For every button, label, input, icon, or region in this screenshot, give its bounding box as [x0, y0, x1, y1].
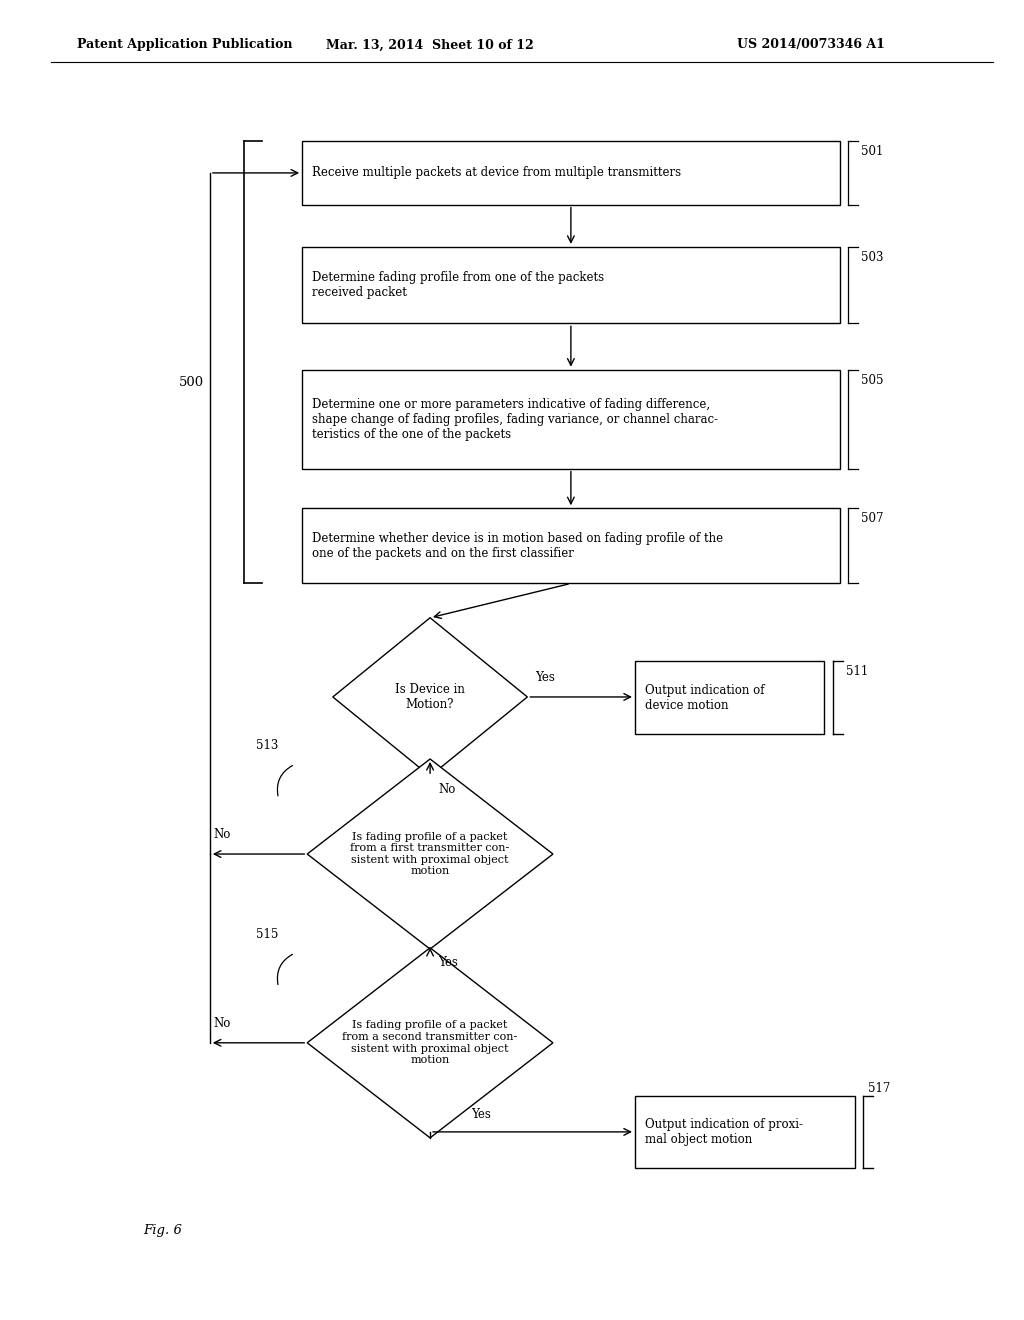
Text: Patent Application Publication: Patent Application Publication [77, 38, 292, 51]
Text: Mar. 13, 2014  Sheet 10 of 12: Mar. 13, 2014 Sheet 10 of 12 [327, 38, 534, 51]
FancyBboxPatch shape [635, 661, 824, 734]
Text: 503: 503 [861, 251, 884, 264]
Text: No: No [213, 828, 230, 841]
FancyBboxPatch shape [302, 141, 840, 205]
Text: Is Device in
Motion?: Is Device in Motion? [395, 682, 465, 711]
Text: No: No [213, 1016, 230, 1030]
Text: US 2014/0073346 A1: US 2014/0073346 A1 [737, 38, 885, 51]
Text: Determine one or more parameters indicative of fading difference,
shape change o: Determine one or more parameters indicat… [312, 397, 719, 441]
Polygon shape [333, 618, 527, 776]
Text: 515: 515 [256, 928, 279, 941]
Text: 511: 511 [846, 665, 868, 678]
FancyBboxPatch shape [302, 370, 840, 469]
Polygon shape [307, 759, 553, 949]
Text: Is fading profile of a packet
from a first transmitter con-
sistent with proxima: Is fading profile of a packet from a fir… [350, 832, 510, 876]
Text: 513: 513 [256, 739, 279, 752]
Text: Yes: Yes [471, 1109, 490, 1121]
Text: Receive multiple packets at device from multiple transmitters: Receive multiple packets at device from … [312, 166, 681, 180]
Polygon shape [307, 948, 553, 1138]
Text: No: No [438, 783, 456, 796]
FancyBboxPatch shape [635, 1096, 855, 1168]
Text: 505: 505 [861, 374, 884, 387]
Text: Yes: Yes [536, 671, 555, 684]
Text: 500: 500 [179, 376, 205, 389]
Text: Fig. 6: Fig. 6 [143, 1224, 182, 1237]
FancyBboxPatch shape [302, 247, 840, 323]
Text: Determine fading profile from one of the packets
received packet: Determine fading profile from one of the… [312, 271, 604, 300]
Text: Output indication of proxi-
mal object motion: Output indication of proxi- mal object m… [645, 1118, 803, 1146]
Text: 501: 501 [861, 145, 884, 158]
Text: 507: 507 [861, 512, 884, 525]
FancyBboxPatch shape [302, 508, 840, 583]
Text: Yes: Yes [438, 956, 458, 969]
Text: 517: 517 [868, 1082, 891, 1096]
Text: Determine whether device is in motion based on fading profile of the
one of the : Determine whether device is in motion ba… [312, 532, 723, 560]
Text: Output indication of
device motion: Output indication of device motion [645, 684, 765, 711]
Text: Is fading profile of a packet
from a second transmitter con-
sistent with proxim: Is fading profile of a packet from a sec… [342, 1020, 518, 1065]
